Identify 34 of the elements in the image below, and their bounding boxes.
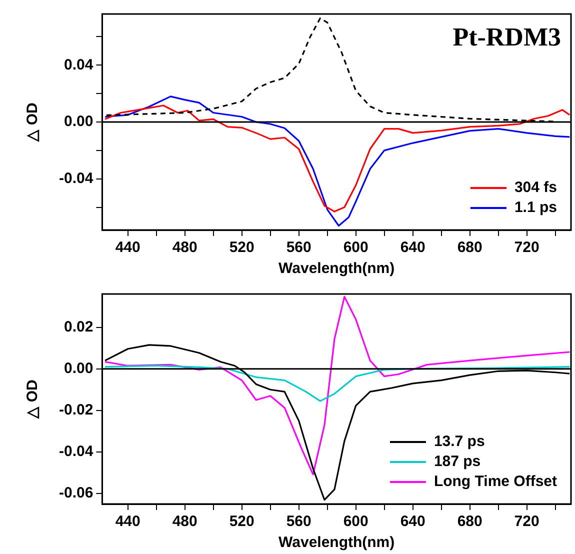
x-tick-label: 640 <box>400 239 426 256</box>
x-tick-label: 720 <box>514 513 540 530</box>
y-tick-label: -0.02 <box>58 402 94 419</box>
y-axis-title: △ OD <box>24 380 42 420</box>
y-axis-title: △ OD <box>24 102 42 142</box>
x-tick-label: 680 <box>457 239 482 256</box>
legend-label: 13.7 ps <box>434 433 485 450</box>
y-tick-label: -0.04 <box>58 170 94 187</box>
y-tick-label: 0.00 <box>64 113 94 130</box>
x-tick-label: 680 <box>457 513 482 530</box>
x-tick-label: 520 <box>229 239 254 256</box>
y-tick-label: -0.06 <box>58 484 94 502</box>
x-tick-label: 600 <box>343 513 368 530</box>
x-tick-label: 440 <box>115 513 140 530</box>
x-tick-label: 640 <box>400 513 426 530</box>
x-tick-label: 560 <box>286 513 312 530</box>
x-tick-label: 480 <box>172 513 198 530</box>
legend-label: Long Time Offset <box>434 473 558 490</box>
legend-label: 304 fs <box>514 179 558 196</box>
x-tick-label: 520 <box>229 513 254 530</box>
x-tick-label: 480 <box>172 239 198 256</box>
x-tick-label: 560 <box>286 239 312 256</box>
x-tick-label: 440 <box>115 239 140 256</box>
x-axis-title: Wavelength(nm) <box>278 534 395 552</box>
annotation: Pt-RDM3 <box>452 22 561 52</box>
legend-label: 1.1 ps <box>514 199 557 216</box>
x-tick-label: 600 <box>343 239 368 256</box>
y-tick-label: -0.04 <box>58 443 94 460</box>
legend-label: 187 ps <box>434 453 481 470</box>
y-tick-label: 0.04 <box>64 56 94 74</box>
x-tick-label: 720 <box>514 239 540 256</box>
y-tick-label: 0.02 <box>64 318 94 336</box>
x-axis-title: Wavelength(nm) <box>278 260 395 278</box>
y-tick-label: 0.00 <box>64 360 94 377</box>
